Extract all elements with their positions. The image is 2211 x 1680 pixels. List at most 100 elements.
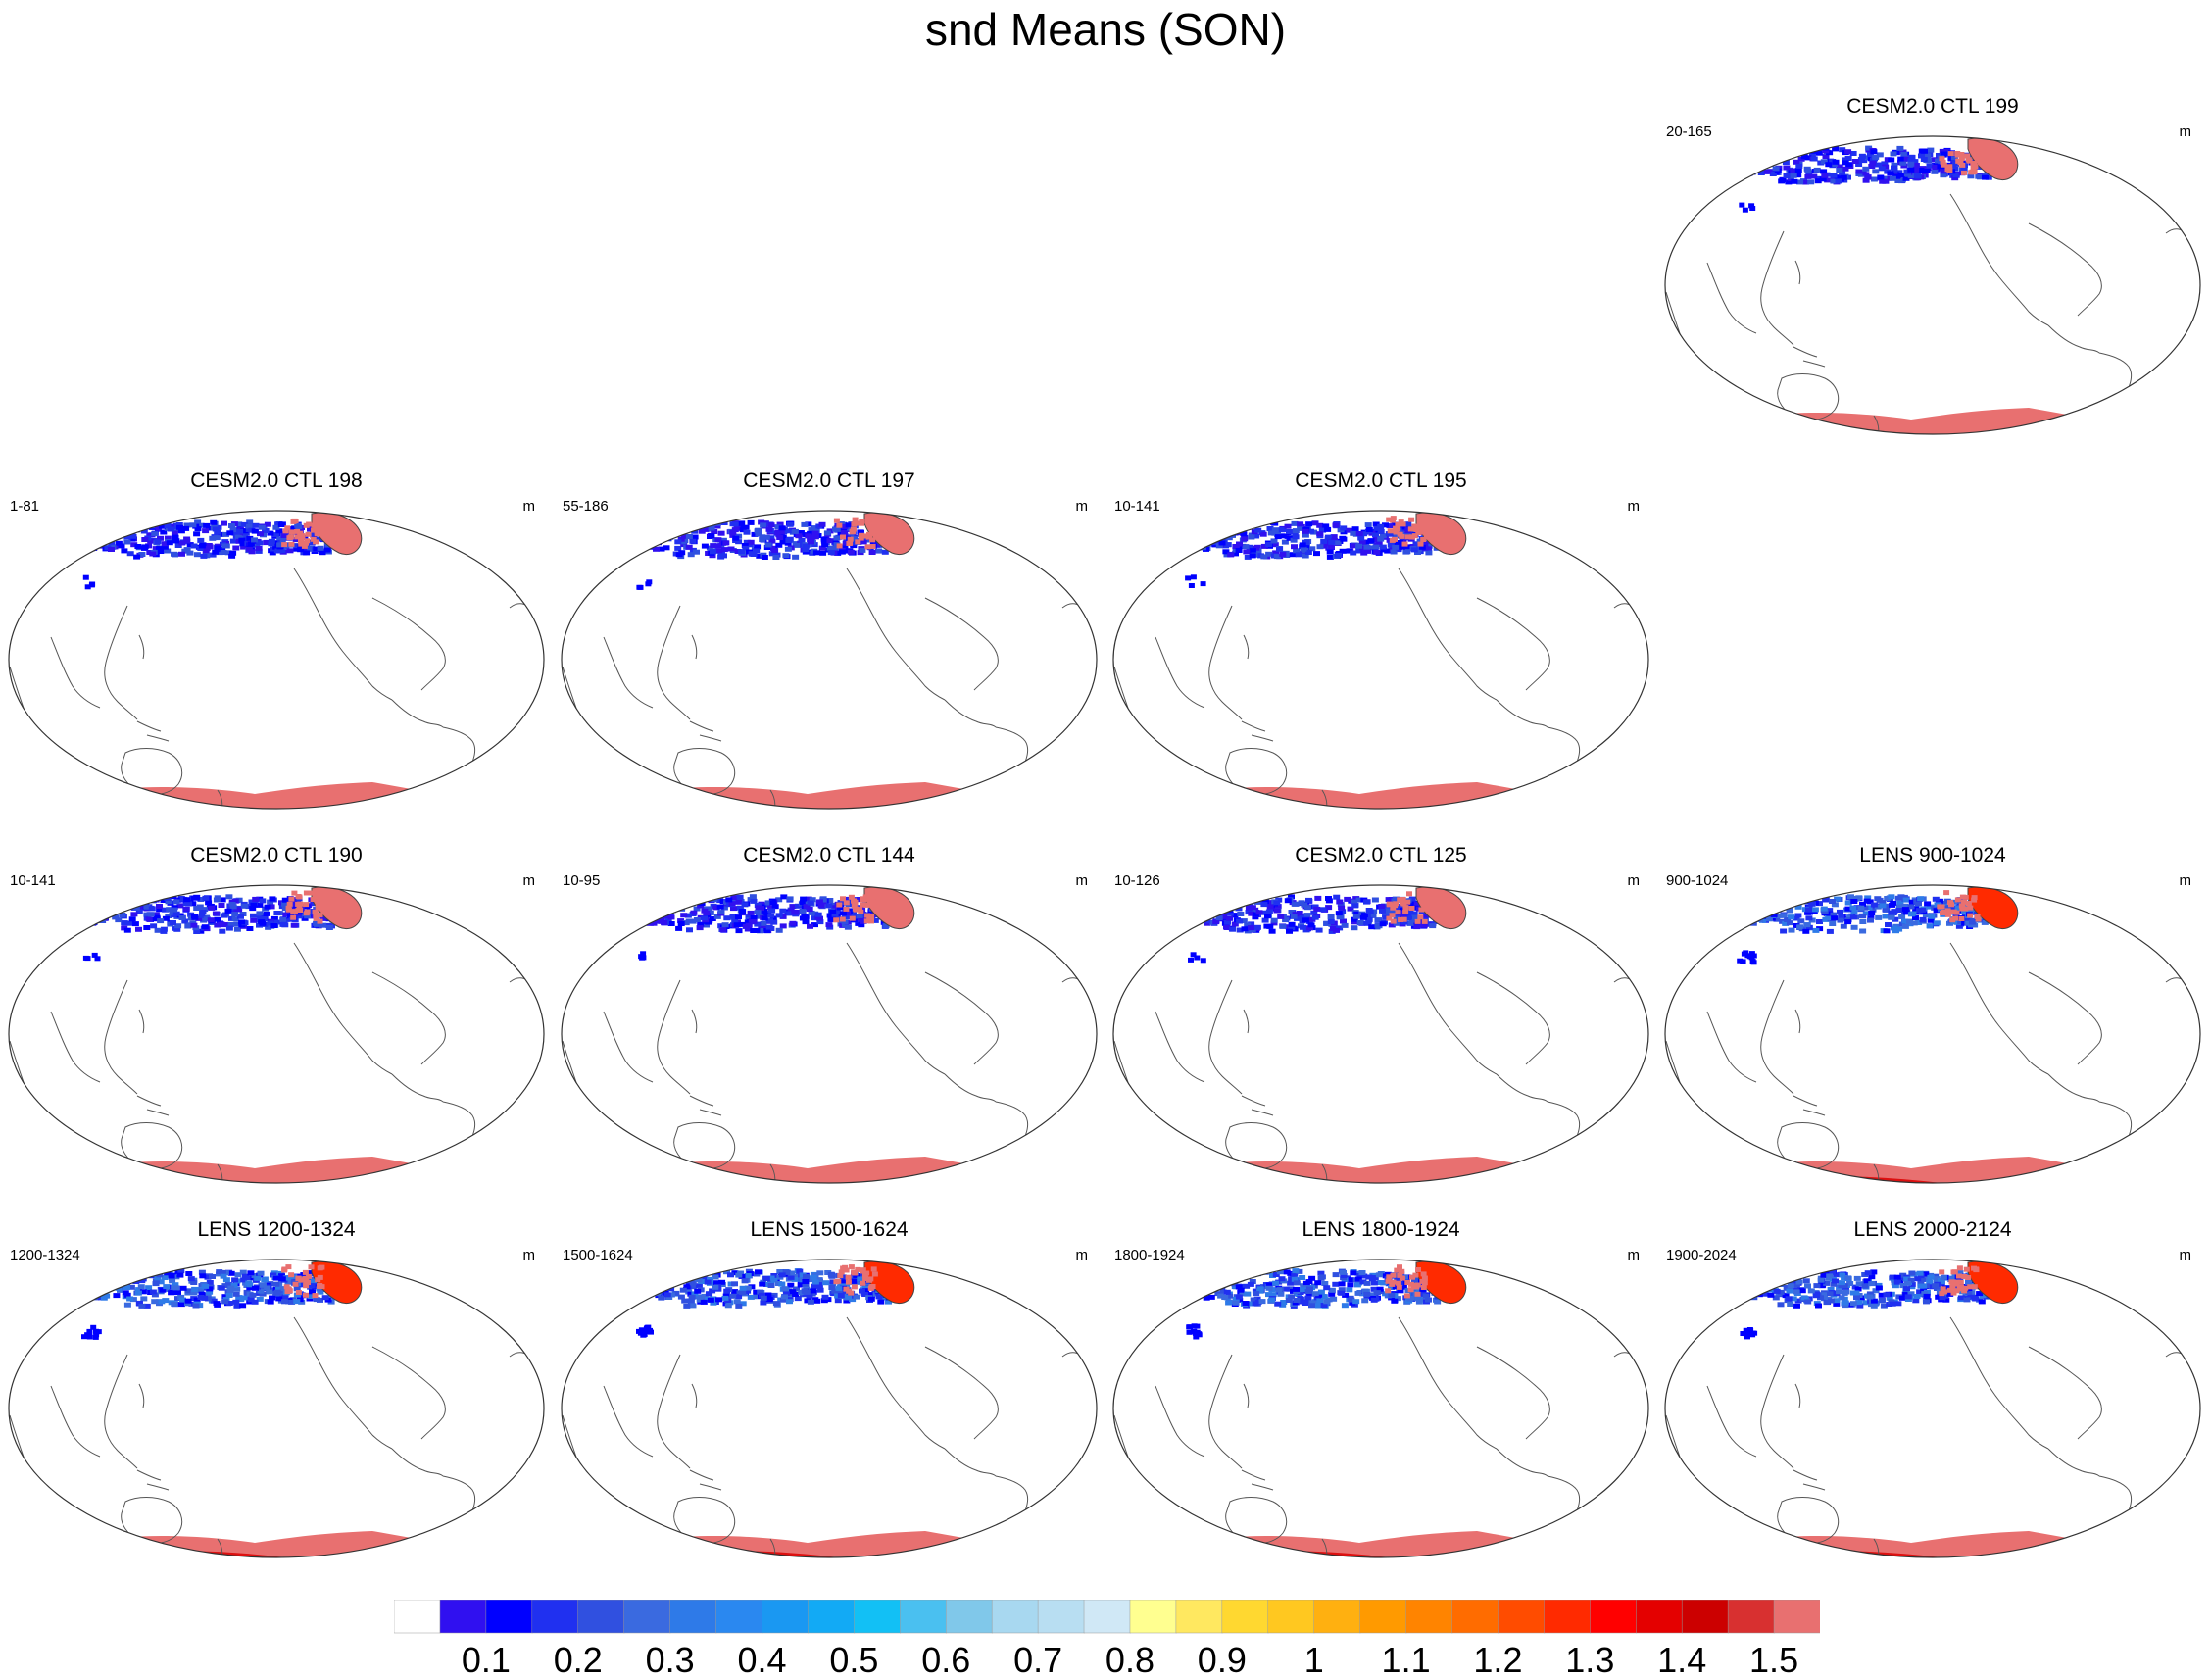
colorbar-swatch bbox=[1544, 1599, 1592, 1634]
map-panel: CESM2.0 CTL 144 10-95 m bbox=[553, 843, 1106, 1206]
panel-units: m bbox=[2179, 872, 2192, 889]
colorbar-swatch bbox=[900, 1599, 947, 1634]
colorbar-swatch bbox=[762, 1599, 810, 1634]
world-map bbox=[1112, 884, 1649, 1184]
colorbar-swatch bbox=[945, 1599, 993, 1634]
world-map bbox=[1664, 884, 2201, 1184]
panel-year-range: 10-95 bbox=[563, 872, 601, 889]
world-map bbox=[561, 510, 1098, 810]
panel-title: LENS 1200-1324 bbox=[197, 1218, 356, 1241]
colorbar-swatch bbox=[1681, 1599, 1729, 1634]
colorbar-swatch bbox=[991, 1599, 1039, 1634]
map-panel: CESM2.0 CTL 198 1-81 m bbox=[0, 469, 553, 831]
panel-title: CESM2.0 CTL 125 bbox=[1295, 844, 1467, 866]
panel-units: m bbox=[2179, 124, 2192, 140]
colorbar-tick-label: 1.5 bbox=[1749, 1640, 1799, 1680]
colorbar-swatch bbox=[577, 1599, 625, 1634]
colorbar-swatch bbox=[1773, 1599, 1821, 1634]
colorbar-tick-label: 0.6 bbox=[921, 1640, 971, 1680]
panel-units: m bbox=[1075, 872, 1089, 889]
panel-year-range: 10-141 bbox=[1114, 498, 1160, 515]
colorbar-tick-label: 0.1 bbox=[461, 1640, 511, 1680]
world-map bbox=[8, 884, 545, 1184]
colorbar-swatch bbox=[1590, 1599, 1638, 1634]
map-panel: LENS 2000-2124 1900-2024 m bbox=[1656, 1217, 2209, 1580]
colorbar-tick-label: 1.1 bbox=[1381, 1640, 1431, 1680]
world-map bbox=[561, 1259, 1098, 1558]
colorbar-swatch bbox=[531, 1599, 579, 1634]
colorbar-tick-label: 1.3 bbox=[1565, 1640, 1615, 1680]
colorbar-swatch bbox=[1498, 1599, 1546, 1634]
panel-year-range: 1200-1324 bbox=[10, 1247, 80, 1263]
world-map bbox=[1112, 510, 1649, 810]
panel-title: LENS 1500-1624 bbox=[750, 1218, 909, 1241]
panel-title: LENS 900-1024 bbox=[1859, 844, 2006, 866]
colorbar-swatch bbox=[1083, 1599, 1131, 1634]
panel-units: m bbox=[1627, 1247, 1641, 1263]
colorbar-tick-label: 0.5 bbox=[829, 1640, 879, 1680]
panel-title: LENS 2000-2124 bbox=[1853, 1218, 2012, 1241]
panel-units: m bbox=[522, 872, 536, 889]
map-panel: CESM2.0 CTL 195 10-141 m bbox=[1105, 469, 1657, 831]
colorbar-swatch bbox=[439, 1599, 487, 1634]
colorbar-swatch bbox=[1221, 1599, 1269, 1634]
colorbar-swatch bbox=[1313, 1599, 1361, 1634]
panel-year-range: 10-126 bbox=[1114, 872, 1160, 889]
map-panel: LENS 1500-1624 1500-1624 m bbox=[553, 1217, 1106, 1580]
colorbar-tick-label: 1.2 bbox=[1473, 1640, 1523, 1680]
colorbar-tick-label: 0.4 bbox=[737, 1640, 787, 1680]
panel-units: m bbox=[1627, 498, 1641, 515]
colorbar-tick-label: 0.9 bbox=[1197, 1640, 1247, 1680]
colorbar-swatch bbox=[1359, 1599, 1407, 1634]
colorbar-swatch bbox=[854, 1599, 902, 1634]
map-panel: LENS 1800-1924 1800-1924 m bbox=[1105, 1217, 1657, 1580]
colorbar-tick-label: 1 bbox=[1303, 1640, 1324, 1680]
world-map bbox=[8, 1259, 545, 1558]
panel-title: CESM2.0 CTL 144 bbox=[743, 844, 915, 866]
panel-units: m bbox=[1075, 1247, 1089, 1263]
panel-units: m bbox=[1627, 872, 1641, 889]
map-panel: LENS 900-1024 900-1024 m bbox=[1656, 843, 2209, 1206]
panel-units: m bbox=[522, 498, 536, 515]
panel-title: CESM2.0 CTL 197 bbox=[743, 469, 915, 492]
world-map bbox=[8, 510, 545, 810]
colorbar-swatch bbox=[623, 1599, 671, 1634]
colorbar-tick-label: 0.8 bbox=[1105, 1640, 1155, 1680]
panel-title: LENS 1800-1924 bbox=[1302, 1218, 1460, 1241]
map-panel: CESM2.0 CTL 197 55-186 m bbox=[553, 469, 1106, 831]
panel-year-range: 55-186 bbox=[563, 498, 609, 515]
panel-year-range: 1500-1624 bbox=[563, 1247, 633, 1263]
map-panel: CESM2.0 CTL 125 10-126 m bbox=[1105, 843, 1657, 1206]
colorbar-swatch bbox=[1175, 1599, 1223, 1634]
panel-title: CESM2.0 CTL 190 bbox=[190, 844, 363, 866]
colorbar: 0.1 0.2 0.3 0.4 0.5 0.6 0.7 0.8 0.9 1 1.1 1.2 1.3 1.4… bbox=[393, 1599, 1821, 1680]
world-map bbox=[1112, 1259, 1649, 1558]
world-map bbox=[561, 884, 1098, 1184]
panel-title: CESM2.0 CTL 199 bbox=[1846, 95, 2019, 118]
colorbar-tick-label: 1.4 bbox=[1657, 1640, 1707, 1680]
colorbar-tick-label: 0.3 bbox=[645, 1640, 695, 1680]
world-map bbox=[1664, 1259, 2201, 1558]
colorbar-swatch bbox=[1267, 1599, 1315, 1634]
panel-year-range: 20-165 bbox=[1666, 124, 1712, 140]
map-panel: CESM2.0 CTL 190 10-141 m bbox=[0, 843, 553, 1206]
colorbar-swatch bbox=[1129, 1599, 1177, 1634]
world-map bbox=[1664, 135, 2201, 435]
map-panel: LENS 1200-1324 1200-1324 m bbox=[0, 1217, 553, 1580]
panel-units: m bbox=[1075, 498, 1089, 515]
panel-units: m bbox=[522, 1247, 536, 1263]
panel-year-range: 1900-2024 bbox=[1666, 1247, 1737, 1263]
panel-year-range: 10-141 bbox=[10, 872, 56, 889]
colorbar-swatch bbox=[393, 1599, 441, 1634]
colorbar-swatch bbox=[715, 1599, 763, 1634]
colorbar-swatch bbox=[1636, 1599, 1683, 1634]
panel-year-range: 900-1024 bbox=[1666, 872, 1729, 889]
figure-title: snd Means (SON) bbox=[924, 4, 1287, 55]
panel-year-range: 1800-1924 bbox=[1114, 1247, 1185, 1263]
map-panel: CESM2.0 CTL 199 20-165 m bbox=[1656, 94, 2209, 457]
colorbar-swatch bbox=[669, 1599, 717, 1634]
panel-year-range: 1-81 bbox=[10, 498, 40, 515]
colorbar-swatch bbox=[1727, 1599, 1775, 1634]
colorbar-swatches bbox=[393, 1599, 1821, 1634]
colorbar-tick-label: 0.2 bbox=[553, 1640, 603, 1680]
